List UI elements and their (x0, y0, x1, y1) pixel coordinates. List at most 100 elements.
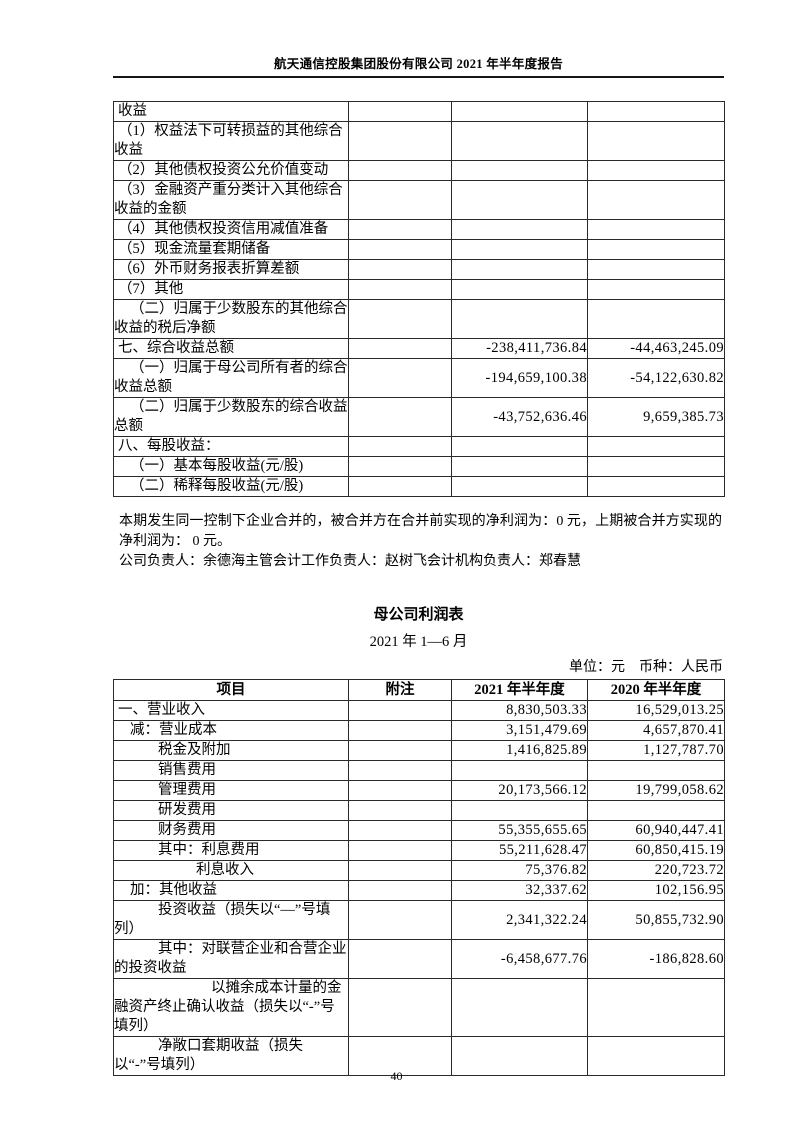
value-2021: 32,337.62 (451, 880, 588, 901)
row-label: 以摊余成本计量的金融资产终止确认收益（损失以“-”号填列） (113, 978, 349, 1037)
value-2020 (587, 760, 725, 781)
row-label: 减：营业成本 (113, 720, 349, 741)
value-2021: 75,376.82 (451, 860, 588, 881)
row-label: （二）稀释每股收益(元/股) (113, 476, 349, 497)
row-label: 财务费用 (113, 820, 349, 841)
note-cell (348, 780, 452, 801)
value-2021: 2,341,322.24 (451, 900, 588, 940)
row-label: （1）权益法下可转损益的其他综合收益 (113, 121, 349, 161)
row-label: 其中：利息费用 (113, 840, 349, 861)
income-statement-table-body: 一、营业收入 8,830,503.33 16,529,013.25 减：营业成本 3,1… (113, 700, 725, 1076)
row-label: （4）其他债权投资信用减值准备 (113, 219, 349, 240)
value-2020 (587, 456, 725, 477)
value-2020 (587, 259, 725, 280)
table-row: （5）现金流量套期储备 (113, 239, 725, 260)
value-2021 (451, 800, 588, 821)
column-header-2021: 2021 年半年度 (451, 679, 588, 701)
table-row: 税金及附加 1,416,825.89 1,127,787.70 (113, 740, 725, 761)
table-row: （3）金融资产重分类计入其他综合收益的金额 (113, 180, 725, 220)
table-row: （二）归属于少数股东的其他综合收益的税后净额 (113, 299, 725, 339)
value-2021: -194,659,100.38 (451, 358, 588, 398)
table-row: （二）稀释每股收益(元/股) (113, 476, 725, 497)
unit-currency-note: 单位：元 币种：人民币 (569, 660, 723, 675)
row-label: 一、营业收入 (113, 700, 349, 721)
value-2021 (451, 259, 588, 280)
table-row: （2）其他债权投资公允价值变动 (113, 160, 725, 181)
note-cell (348, 800, 452, 821)
note-cell (348, 456, 452, 477)
value-2021 (451, 121, 588, 161)
value-2020: -54,122,630.82 (587, 358, 725, 398)
note-cell (348, 180, 452, 220)
table-row: （1）权益法下可转损益的其他综合收益 (113, 121, 725, 161)
table-row: （二）归属于少数股东的综合收益总额 -43,752,636.46 9,659,385… (113, 397, 725, 437)
note-cell (348, 860, 452, 881)
value-2020 (587, 436, 725, 457)
value-2020 (587, 299, 725, 339)
header-row: 项目 附注 2021 年半年度 2020 年半年度 (113, 679, 725, 701)
table-row: 投资收益（损失以“—”号填列） 2,341,322.24 50,855,732.90 (113, 900, 725, 940)
value-2020: 19,799,058.62 (587, 780, 725, 801)
value-2021 (451, 760, 588, 781)
value-2020 (587, 101, 725, 122)
note-cell (348, 760, 452, 781)
table-row: 收益 (113, 101, 725, 122)
row-label: 净敞口套期收益（损失以“-”号填列） (113, 1036, 349, 1076)
value-2020 (587, 160, 725, 181)
header-divider (113, 76, 724, 78)
note-cell (348, 880, 452, 901)
table-row: 其中：对联营企业和合营企业的投资收益 -6,458,677.76 -186,828.… (113, 939, 725, 979)
note-cell (348, 1036, 452, 1076)
value-2020 (587, 978, 725, 1037)
row-label: 七、综合收益总额 (113, 338, 349, 359)
row-label: 投资收益（损失以“—”号填列） (113, 900, 349, 940)
value-2021 (451, 456, 588, 477)
page-content: 航天通信控股集团股份有限公司 2021 年半年度报告 收益 （1）权益法下可转损益… (113, 0, 725, 1076)
page-header-title: 航天通信控股集团股份有限公司 2021 年半年度报告 (273, 57, 564, 71)
row-label: （3）金融资产重分类计入其他综合收益的金额 (113, 180, 349, 220)
table-row: （一）基本每股收益(元/股) (113, 456, 725, 477)
merger-note-paragraph: 本期发生同一控制下企业合并的，被合并方在合并前实现的净利润为：0 元，上期被合并… (119, 514, 722, 549)
row-label: 研发费用 (113, 800, 349, 821)
row-label: 利息收入 (113, 860, 349, 881)
value-2020 (587, 121, 725, 161)
row-label: 加：其他收益 (113, 880, 349, 901)
row-label: （6）外币财务报表折算差额 (113, 259, 349, 280)
note-cell (348, 121, 452, 161)
table-row: 管理费用 20,173,566.12 19,799,058.62 (113, 780, 725, 801)
table-row: 净敞口套期收益（损失以“-”号填列） (113, 1036, 725, 1076)
value-2020: 50,855,732.90 (587, 900, 725, 940)
table-row: 七、综合收益总额 -238,411,736.84 -44,463,245.09 (113, 338, 725, 359)
income-statement-period: 2021 年 1—6 月 (369, 634, 468, 650)
value-2020: 60,850,415.19 (587, 840, 725, 861)
value-2021: 8,830,503.33 (451, 700, 588, 721)
value-2021: 1,416,825.89 (451, 740, 588, 761)
table-row: （6）外币财务报表折算差额 (113, 259, 725, 280)
note-cell (348, 840, 452, 861)
value-2021: -43,752,636.46 (451, 397, 588, 437)
value-2020: 16,529,013.25 (587, 700, 725, 721)
table-row: 研发费用 (113, 800, 725, 821)
note-cell (348, 239, 452, 260)
table-row: 利息收入 75,376.82 220,723.72 (113, 860, 725, 881)
table-row: 其中：利息费用 55,211,628.47 60,850,415.19 (113, 840, 725, 861)
value-2020 (587, 1036, 725, 1076)
parent-company-income-statement-table: 项目 附注 2021 年半年度 2020 年半年度 一、营业收入 8,830,50… (113, 679, 725, 1076)
value-2020: 220,723.72 (587, 860, 725, 881)
value-2020 (587, 219, 725, 240)
note-cell (348, 338, 452, 359)
value-2021 (451, 476, 588, 497)
note-cell (348, 740, 452, 761)
table-row: （一）归属于母公司所有者的综合收益总额 -194,659,100.38 -54,12… (113, 358, 725, 398)
note-cell (348, 720, 452, 741)
note-cell (348, 436, 452, 457)
note-cell (348, 160, 452, 181)
note-cell (348, 101, 452, 122)
note-cell (348, 939, 452, 979)
note-cell (348, 900, 452, 940)
comprehensive-income-table: 收益 （1）权益法下可转损益的其他综合收益 （2）其他债权投资公允价值变动 （3）金融… (113, 101, 725, 497)
value-2020: 102,156.95 (587, 880, 725, 901)
note-cell (348, 299, 452, 339)
value-2021 (451, 299, 588, 339)
